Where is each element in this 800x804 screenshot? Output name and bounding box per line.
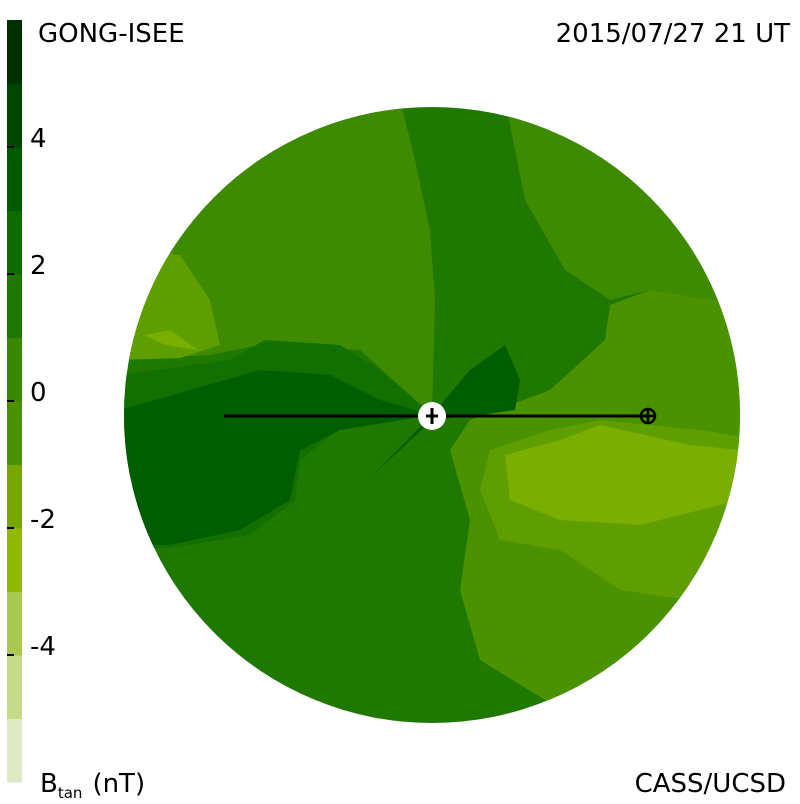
colorbar-band xyxy=(7,83,22,148)
sun-cross xyxy=(426,408,438,424)
colorbar-band xyxy=(7,210,22,275)
datetime-label: 2015/07/27 21 UT xyxy=(556,19,790,49)
colorbar-band xyxy=(7,591,22,656)
colorbar-tick-label: 4 xyxy=(30,124,47,154)
colorbar-band xyxy=(7,464,22,529)
colorbar-tick-label: 0 xyxy=(30,378,47,408)
colorbar-band xyxy=(7,337,22,402)
colorbar-band xyxy=(7,401,22,465)
colorbar-tick-label: 2 xyxy=(30,251,47,281)
earth-cross xyxy=(641,409,655,423)
colorbar-band xyxy=(7,20,22,84)
colorbar-band xyxy=(7,274,22,338)
colorbar-band xyxy=(7,655,22,719)
colorbar-band xyxy=(7,147,22,211)
colorbar: 4 2 0 -2 -4 xyxy=(7,20,56,783)
credit-label: CASS/UCSD xyxy=(635,769,786,799)
colorbar-band xyxy=(7,718,22,783)
colorbar-band xyxy=(7,528,22,592)
colorbar-tick-label: -4 xyxy=(30,632,56,662)
quantity-label: Btan (nT) xyxy=(40,769,145,800)
source-label: GONG-ISEE xyxy=(38,19,185,49)
colorbar-tick-label: -2 xyxy=(30,505,56,535)
